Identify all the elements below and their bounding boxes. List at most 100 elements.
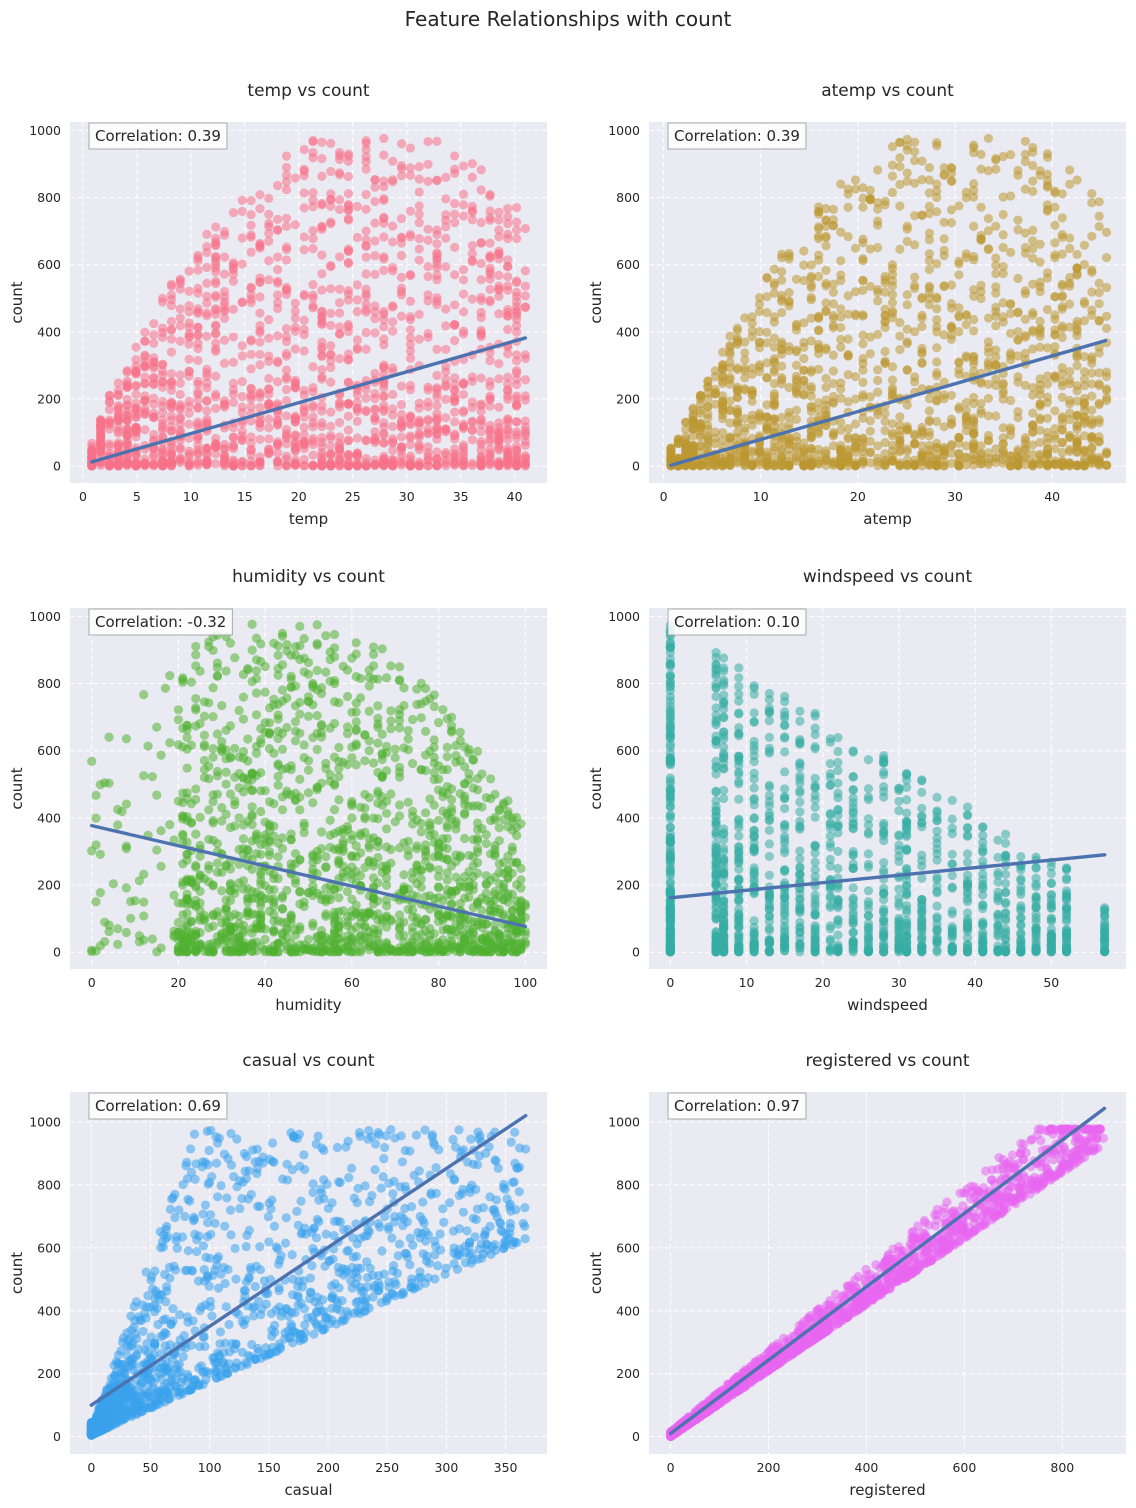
scatter-point — [450, 270, 460, 280]
scatter-point — [887, 289, 898, 300]
scatter-point — [342, 691, 353, 702]
scatter-point — [873, 216, 883, 226]
scatter-point — [113, 820, 123, 830]
scatter-point — [238, 787, 249, 797]
scatter-point — [175, 412, 185, 422]
scatter-point — [494, 285, 504, 295]
scatter-point — [295, 709, 305, 719]
scatter-point — [264, 399, 274, 409]
scatter-point — [432, 136, 442, 146]
scatter-point — [295, 621, 305, 631]
scatter-point — [343, 398, 354, 408]
scatter-point — [269, 748, 279, 758]
scatter-point — [954, 326, 964, 337]
scatter-point — [1057, 213, 1067, 223]
scatter-point — [246, 390, 256, 400]
scatter-point — [373, 701, 383, 711]
scatter-point — [850, 175, 861, 185]
scatter-point — [157, 456, 168, 466]
scatter-point — [131, 342, 141, 352]
scatter-point — [191, 641, 201, 651]
scatter-point — [791, 360, 802, 370]
scatter-point — [407, 937, 418, 948]
scatter-point — [175, 454, 185, 464]
scatter-point — [228, 269, 238, 279]
scatter-point — [747, 396, 757, 406]
scatter-point — [806, 292, 816, 303]
scatter-point — [361, 305, 371, 315]
scatter-point — [211, 222, 221, 232]
scatter-point — [494, 359, 504, 369]
scatter-point — [784, 251, 794, 261]
scatter-point — [843, 452, 853, 462]
scatter-point — [243, 756, 253, 766]
scatter-point — [237, 259, 247, 269]
scatter-point — [976, 293, 986, 304]
x-tick-label: 80 — [431, 975, 447, 990]
scatter-point — [769, 379, 779, 389]
scatter-point — [388, 326, 398, 336]
scatter-point — [1028, 225, 1038, 235]
scatter-point — [230, 909, 240, 919]
scatter-point — [1050, 424, 1060, 434]
scatter-point — [352, 280, 362, 290]
scatter-point — [503, 372, 513, 382]
scatter-point — [326, 362, 336, 373]
scatter-point — [326, 320, 336, 330]
scatter-point — [343, 171, 354, 182]
x-tick-label: 0 — [79, 489, 87, 504]
scatter-point — [264, 414, 274, 424]
scatter-point — [1094, 379, 1104, 389]
scatter-point — [511, 356, 522, 366]
scatter-point — [1013, 335, 1023, 345]
scatter-point — [747, 420, 757, 430]
scatter-point — [1079, 259, 1090, 270]
scatter-point — [217, 745, 227, 755]
scatter-point — [441, 321, 451, 331]
scatter-point — [281, 162, 292, 173]
scatter-point — [334, 298, 345, 308]
scatter-point — [193, 445, 203, 455]
scatter-point — [316, 778, 327, 788]
scatter-point — [1020, 452, 1030, 462]
scatter-point — [373, 852, 383, 863]
scatter-point — [361, 284, 371, 294]
scatter-point — [405, 143, 415, 153]
scatter-point — [396, 139, 407, 149]
scatter-point — [732, 325, 743, 336]
scatter-point — [467, 206, 477, 216]
scatter-point — [946, 419, 957, 430]
scatter-point — [983, 213, 994, 224]
scatter-point — [237, 297, 247, 308]
scatter-point — [476, 414, 486, 425]
scatter-point — [1101, 282, 1112, 293]
scatter-point — [969, 140, 979, 150]
scatter-point — [182, 763, 192, 773]
scatter-point — [113, 804, 123, 815]
scatter-point — [361, 269, 371, 279]
scatter-point — [321, 852, 331, 862]
scatter-point — [511, 297, 522, 307]
y-tick-label: 600 — [616, 257, 640, 272]
scatter-point — [858, 183, 868, 193]
scatter-point — [858, 285, 868, 296]
scatter-point — [902, 134, 912, 145]
scatter-point — [414, 209, 424, 219]
scatter-point — [390, 753, 400, 763]
scatter-point — [184, 266, 194, 276]
scatter-point — [924, 293, 934, 303]
scatter-point — [754, 326, 765, 337]
scatter-point — [821, 265, 831, 275]
scatter-point — [212, 789, 223, 799]
scatter-point — [777, 452, 787, 462]
scatter-point — [858, 311, 868, 321]
scatter-point — [1035, 277, 1045, 287]
scatter-point — [836, 270, 846, 280]
scatter-point — [121, 927, 131, 938]
scatter-point — [182, 720, 192, 730]
scatter-point — [895, 331, 905, 341]
scatter-point — [140, 372, 150, 382]
scatter-point — [219, 269, 230, 279]
scatter-point — [806, 336, 816, 346]
scatter-point — [503, 261, 513, 271]
